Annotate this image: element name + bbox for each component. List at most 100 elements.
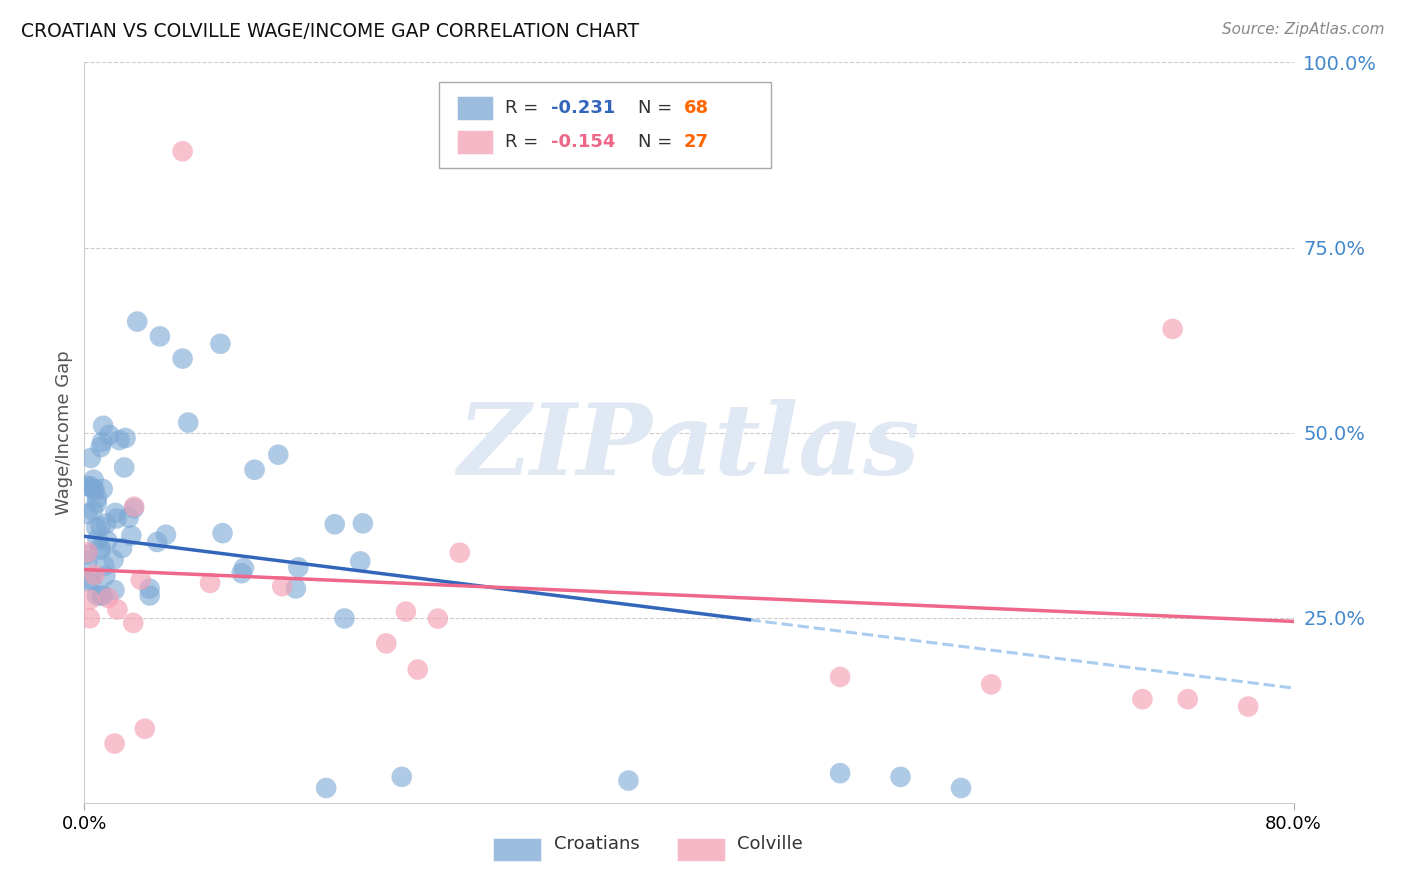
- Text: -0.231: -0.231: [551, 99, 616, 118]
- Point: [315, 780, 337, 795]
- Point: [98, 427, 121, 442]
- Point: [80, 573, 103, 587]
- Point: [91, 482, 114, 496]
- Point: [84, 520, 107, 534]
- Point: [395, 605, 418, 619]
- Point: [980, 677, 1002, 691]
- Point: [149, 329, 172, 343]
- Point: [77, 574, 100, 589]
- Point: [138, 582, 160, 596]
- Point: [86, 533, 108, 547]
- Point: [271, 579, 294, 593]
- Point: [267, 448, 290, 462]
- Text: -0.154: -0.154: [551, 133, 616, 151]
- Point: [76, 548, 98, 562]
- Point: [79, 479, 101, 493]
- Point: [86, 589, 108, 603]
- Point: [209, 336, 232, 351]
- Point: [91, 589, 114, 603]
- Point: [76, 507, 98, 521]
- Point: [1130, 692, 1153, 706]
- Point: [80, 450, 103, 465]
- Text: R =: R =: [505, 133, 544, 151]
- Point: [243, 463, 266, 477]
- Point: [890, 770, 912, 784]
- Point: [114, 431, 136, 445]
- Point: [617, 773, 640, 788]
- Point: [231, 566, 253, 581]
- Point: [198, 575, 221, 590]
- Point: [284, 582, 307, 596]
- Point: [86, 491, 108, 505]
- Text: Croatians: Croatians: [554, 835, 640, 853]
- Point: [76, 554, 98, 568]
- Point: [91, 435, 114, 450]
- Point: [107, 602, 129, 616]
- Point: [830, 670, 852, 684]
- Text: CROATIAN VS COLVILLE WAGE/INCOME GAP CORRELATION CHART: CROATIAN VS COLVILLE WAGE/INCOME GAP COR…: [21, 22, 640, 41]
- Point: [146, 535, 169, 549]
- Point: [406, 663, 429, 677]
- Point: [112, 460, 135, 475]
- Point: [108, 433, 131, 447]
- Point: [103, 582, 125, 597]
- Point: [139, 589, 162, 603]
- Text: 27: 27: [685, 133, 709, 151]
- Point: [90, 589, 112, 603]
- Point: [127, 314, 149, 328]
- Point: [172, 351, 194, 366]
- Bar: [457, 130, 494, 153]
- Point: [426, 612, 449, 626]
- Point: [1161, 322, 1184, 336]
- Point: [104, 737, 127, 751]
- Point: [97, 591, 120, 605]
- Point: [449, 546, 471, 560]
- Point: [830, 766, 852, 780]
- Point: [94, 516, 117, 531]
- Point: [1177, 692, 1199, 706]
- FancyBboxPatch shape: [439, 82, 770, 168]
- Point: [155, 527, 177, 541]
- Point: [76, 479, 98, 493]
- Point: [105, 511, 128, 525]
- Point: [134, 722, 156, 736]
- Point: [352, 516, 374, 531]
- Bar: [676, 838, 725, 861]
- Point: [211, 526, 233, 541]
- Point: [91, 418, 114, 433]
- Text: Colville: Colville: [737, 835, 803, 853]
- Point: [90, 519, 112, 533]
- Point: [76, 545, 98, 559]
- Point: [375, 636, 398, 650]
- Point: [86, 496, 108, 510]
- Point: [79, 592, 101, 607]
- Point: [122, 501, 145, 516]
- Point: [90, 440, 112, 454]
- Point: [79, 611, 101, 625]
- Y-axis label: Wage/Income Gap: Wage/Income Gap: [55, 351, 73, 515]
- Point: [129, 573, 152, 587]
- Bar: [457, 96, 494, 120]
- Point: [122, 615, 145, 630]
- Point: [83, 483, 105, 497]
- Text: R =: R =: [505, 99, 544, 118]
- Point: [232, 561, 254, 575]
- Point: [349, 554, 371, 568]
- Point: [104, 506, 127, 520]
- Point: [83, 473, 105, 487]
- Bar: [494, 838, 541, 861]
- Point: [118, 510, 141, 524]
- Text: N =: N =: [638, 133, 678, 151]
- Point: [122, 500, 145, 514]
- Point: [120, 528, 142, 542]
- Point: [82, 482, 104, 496]
- Point: [89, 541, 111, 555]
- Point: [1237, 699, 1260, 714]
- Point: [94, 568, 117, 582]
- Text: ZIPatlas: ZIPatlas: [458, 400, 920, 496]
- Point: [82, 503, 104, 517]
- Text: 68: 68: [685, 99, 709, 118]
- Point: [323, 517, 346, 532]
- Point: [93, 558, 115, 573]
- Text: N =: N =: [638, 99, 678, 118]
